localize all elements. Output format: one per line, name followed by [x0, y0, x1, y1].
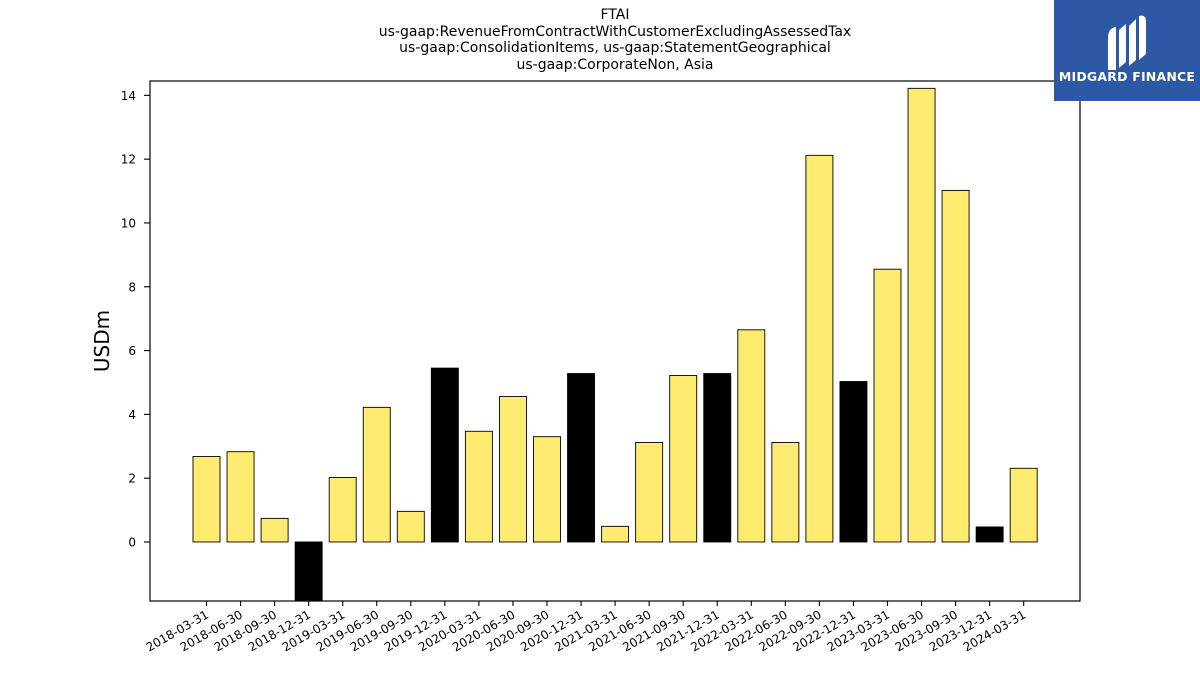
- bars-layer: [192, 87, 1038, 602]
- midgard-finance-logo: MIDGARD FINANCE: [1054, 0, 1200, 101]
- bar-2021-09-30: [669, 375, 698, 543]
- bar-2018-12-31: [294, 541, 323, 602]
- bar-2019-12-31: [430, 367, 459, 543]
- plot-area-frame: [149, 80, 1081, 602]
- bar-2020-09-30: [533, 436, 561, 543]
- y-axis: 0 2 4 6 8 10 12 14: [121, 89, 150, 549]
- bar-2021-12-31: [703, 373, 732, 543]
- y-tick-label: 8: [128, 280, 136, 294]
- bar-2019-06-30: [362, 406, 391, 543]
- bar-2018-03-31: [192, 456, 221, 543]
- y-tick-label: 10: [121, 216, 136, 230]
- bar-2022-12-31: [839, 381, 868, 543]
- bar-2023-09-30: [941, 189, 970, 543]
- y-tick-label: 14: [121, 89, 136, 103]
- bar-2023-03-31: [873, 268, 902, 543]
- y-axis-label: USDm: [90, 310, 114, 372]
- bar-2018-06-30: [226, 451, 255, 543]
- chart-title: FTAI us-gaap:RevenueFromContractWithCust…: [150, 7, 1080, 73]
- bar-2019-03-31: [328, 477, 357, 543]
- midgard-logo-icon: [1108, 15, 1146, 70]
- logo-text: MIDGARD FINANCE: [1058, 69, 1196, 84]
- bar-2019-09-30: [396, 510, 425, 543]
- bar-2021-06-30: [635, 442, 664, 543]
- chart-title-line-3: us-gaap:ConsolidationItems, us-gaap:Stat…: [399, 40, 831, 56]
- bar-2023-12-31: [975, 526, 1004, 543]
- chart-title-line-2: us-gaap:RevenueFromContractWithCustomerE…: [378, 23, 852, 40]
- bar-2018-09-30: [260, 517, 289, 543]
- y-tick-label: 2: [128, 472, 136, 486]
- chart-title-line-4: us-gaap:CorporateNon, Asia: [516, 56, 714, 73]
- bar-2020-06-30: [499, 396, 527, 543]
- y-tick-label: 0: [128, 535, 136, 549]
- x-axis: 2018-03-312018-06-302018-09-302018-12-31…: [144, 601, 1028, 654]
- chart-title-line-1: FTAI: [600, 7, 630, 23]
- bar-2020-03-31: [464, 430, 493, 543]
- y-tick-label: 12: [121, 153, 136, 167]
- bar-2023-06-30: [907, 87, 936, 543]
- bar-2022-06-30: [771, 442, 800, 543]
- bar-2022-03-31: [737, 329, 766, 543]
- y-tick-label: 4: [128, 408, 136, 422]
- bar-2021-03-31: [601, 525, 630, 543]
- y-tick-label: 6: [128, 344, 136, 358]
- bar-2024-03-31: [1009, 467, 1038, 543]
- bar-2022-09-30: [805, 154, 834, 543]
- bar-2020-12-31: [567, 373, 595, 543]
